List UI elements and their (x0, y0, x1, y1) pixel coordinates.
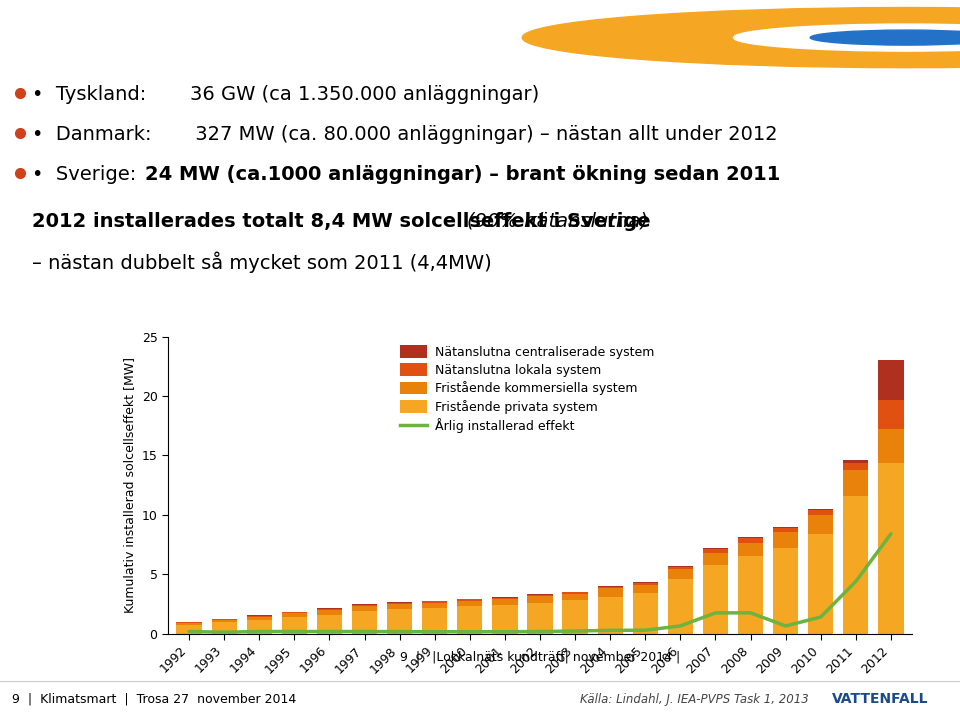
Bar (457, 601, 483, 606)
Bar (247, 620, 272, 634)
Bar (281, 617, 307, 634)
Bar (878, 360, 903, 400)
Bar (843, 495, 869, 634)
Bar (211, 619, 237, 620)
Bar (668, 566, 693, 569)
Bar (668, 579, 693, 634)
Text: (90% nätanslutna): (90% nätanslutna) (467, 212, 648, 231)
Text: 24 MW (ca.1000 anläggningar) – brant ökning sedan 2011: 24 MW (ca.1000 anläggningar) – brant ökn… (145, 165, 780, 184)
Bar (317, 614, 342, 634)
Bar (597, 586, 623, 589)
Bar (703, 548, 728, 549)
Text: •  Tyskland:       36 GW (ca 1.350.000 anläggningar): • Tyskland: 36 GW (ca 1.350.000 anläggni… (32, 85, 540, 104)
Bar (808, 508, 833, 510)
Bar (457, 606, 483, 634)
Circle shape (522, 7, 960, 67)
Bar (247, 616, 272, 620)
Bar (843, 470, 869, 495)
Bar (492, 605, 517, 634)
Bar (738, 556, 763, 634)
Bar (317, 609, 342, 610)
Bar (387, 603, 412, 604)
Bar (387, 604, 412, 609)
Bar (633, 583, 658, 585)
Bar (492, 598, 517, 599)
Bar (808, 534, 833, 634)
Bar (703, 565, 728, 634)
Bar (597, 597, 623, 634)
Bar (703, 549, 728, 553)
Bar (773, 548, 799, 634)
Bar (878, 463, 903, 634)
Bar (773, 527, 799, 528)
Text: 9  |   |Lokkalnäts kundträff| november 2014 |: 9 | |Lokkalnäts kundträff| november 2014… (400, 651, 680, 664)
Bar (211, 620, 237, 622)
Bar (878, 400, 903, 429)
Text: •  Sverige:: • Sverige: (32, 165, 136, 184)
Bar (527, 595, 553, 596)
Bar (177, 623, 202, 625)
Text: 9  |  Klimatsmart  |  Trosa 27  november 2014: 9 | Klimatsmart | Trosa 27 november 2014 (12, 693, 297, 706)
Bar (211, 622, 237, 634)
Bar (352, 606, 377, 611)
Bar (387, 609, 412, 634)
Bar (878, 429, 903, 463)
Text: Källa: Lindahl, J. IEA-PVPS Task 1, 2013: Källa: Lindahl, J. IEA-PVPS Task 1, 2013 (580, 693, 808, 706)
Legend: Nätanslutna centraliserade system, Nätanslutna lokala system, Fristående kommers: Nätanslutna centraliserade system, Nätan… (397, 343, 657, 435)
Bar (633, 585, 658, 594)
Bar (527, 603, 553, 634)
Bar (281, 612, 307, 614)
Bar (738, 538, 763, 543)
Bar (352, 611, 377, 634)
Bar (843, 460, 869, 463)
Bar (317, 610, 342, 614)
Bar (492, 599, 517, 605)
Bar (177, 625, 202, 634)
Text: •  Danmark:       327 MW (ca. 80.000 anläggningar) – nästan allt under 2012: • Danmark: 327 MW (ca. 80.000 anläggning… (32, 125, 778, 144)
Bar (773, 533, 799, 548)
Bar (738, 543, 763, 556)
Bar (633, 594, 658, 634)
Bar (422, 603, 447, 608)
Text: VATTENFALL: VATTENFALL (831, 692, 928, 706)
Bar (843, 463, 869, 470)
Bar (563, 594, 588, 601)
Bar (738, 537, 763, 538)
Bar (527, 596, 553, 603)
Bar (457, 599, 483, 601)
Circle shape (484, 4, 960, 71)
Bar (422, 601, 447, 603)
Bar (597, 589, 623, 597)
Text: – nästan dubbelt så mycket som 2011 (4,4MW): – nästan dubbelt så mycket som 2011 (4,4… (32, 251, 492, 273)
Bar (703, 553, 728, 565)
Bar (563, 601, 588, 634)
Text: 2012 installerades totalt 8,4 MW solcellseffekt i Sverige: 2012 installerades totalt 8,4 MW solcell… (32, 212, 658, 231)
Bar (352, 605, 377, 606)
Bar (668, 569, 693, 579)
Text: Utvecklingen av solel i Sverige: Utvecklingen av solel i Sverige (21, 26, 550, 56)
Bar (422, 608, 447, 634)
Y-axis label: Kumulativ installerad solcellseffekt [MW]: Kumulativ installerad solcellseffekt [MW… (123, 357, 136, 613)
Bar (773, 528, 799, 533)
Bar (808, 510, 833, 516)
Circle shape (733, 24, 960, 51)
Bar (563, 592, 588, 594)
Circle shape (810, 30, 960, 45)
Bar (808, 516, 833, 534)
Bar (281, 614, 307, 617)
